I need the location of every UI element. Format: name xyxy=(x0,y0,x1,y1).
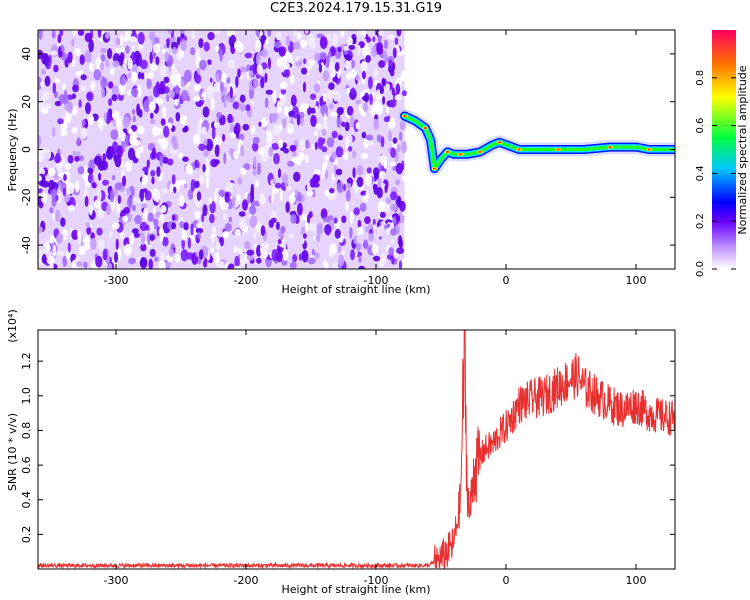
colorbar: 0.0 0.2 0.4 0.6 0.8 Normalized spectral ampl… xyxy=(695,30,749,277)
noise-texture xyxy=(38,30,407,269)
snr-panel: -300 -200 -100 0 100 0.2 0.4 0.6 0.8 1.0 1.2 (x10⁴… xyxy=(6,309,676,587)
top-y-tick-label: 40 xyxy=(20,47,33,61)
signal-peak-core xyxy=(608,146,612,149)
colorbar-label: Normalized spectral amplitude xyxy=(736,65,749,234)
top-y-tick-label: 20 xyxy=(20,95,33,109)
snr-line xyxy=(38,330,675,569)
signal-peak-core xyxy=(424,127,427,129)
colorbar-tick-label: 0.2 xyxy=(695,213,706,229)
colorbar-tick-label: 0.8 xyxy=(695,70,706,86)
bottom-x-tick-label: -100 xyxy=(364,574,389,587)
signal-peak-core xyxy=(459,153,462,156)
top-x-axis-label: Height of straight line (km) xyxy=(281,283,430,296)
bottom-x-tick-label: 100 xyxy=(626,574,647,587)
bottom-y-tick-label: 0.8 xyxy=(20,422,33,440)
bottom-y-tick-label: 1.2 xyxy=(20,352,33,370)
chart-title: C2E3.2024.179.15.31.G19 xyxy=(269,1,443,16)
top-y-axis-label: Frequency (Hz) xyxy=(6,109,19,192)
colorbar-gradient xyxy=(712,30,736,269)
bottom-y-tick-label: 0.4 xyxy=(20,491,33,509)
snr-plot-frame xyxy=(37,329,676,570)
bottom-y-tick-label: 0.2 xyxy=(20,526,33,544)
top-x-tick-label: 0 xyxy=(503,274,510,287)
top-y-tick-label: -20 xyxy=(20,188,33,206)
colorbar-tick-label: 0.0 xyxy=(695,261,706,277)
top-y-tick-label: -40 xyxy=(20,236,33,254)
signal-peak-core xyxy=(403,115,406,117)
top-x-tick-label: -200 xyxy=(234,274,259,287)
signal-peaks xyxy=(401,114,652,171)
top-x-tick-label: -300 xyxy=(104,274,129,287)
top-x-tick-label: -100 xyxy=(364,274,389,287)
bottom-y-tick-label: 0.6 xyxy=(20,456,33,474)
colorbar-tick-label: 0.4 xyxy=(695,165,706,181)
top-x-tick-label: 100 xyxy=(626,274,647,287)
top-y-tick-label: 0 xyxy=(20,146,33,153)
signal-peak-core xyxy=(556,148,560,151)
bottom-x-tick-label: -200 xyxy=(234,574,259,587)
signal-peak-core xyxy=(517,148,521,151)
bottom-x-axis-label: Height of straight line (km) xyxy=(281,583,430,596)
bottom-y-tick-label: 1.0 xyxy=(20,387,33,405)
spectrogram-panel: -300 -200 -100 0 100 40 20 0 -20 -40 xyxy=(20,29,676,287)
bottom-y-axis-label: SNR (10 * v/v) xyxy=(6,413,19,491)
signal-peak-core xyxy=(446,150,449,153)
signal-peak-core xyxy=(647,148,651,151)
signal-band-core xyxy=(403,114,675,171)
signal-peak-core xyxy=(478,150,482,153)
colorbar-tick-label: 0.6 xyxy=(695,118,706,134)
snr-scale-note: (x10⁴) xyxy=(6,309,19,343)
signal-peak-core xyxy=(498,141,501,144)
bottom-x-tick-label: 0 xyxy=(503,574,510,587)
bottom-x-tick-label: -300 xyxy=(104,574,129,587)
signal-peak-core xyxy=(433,167,436,170)
